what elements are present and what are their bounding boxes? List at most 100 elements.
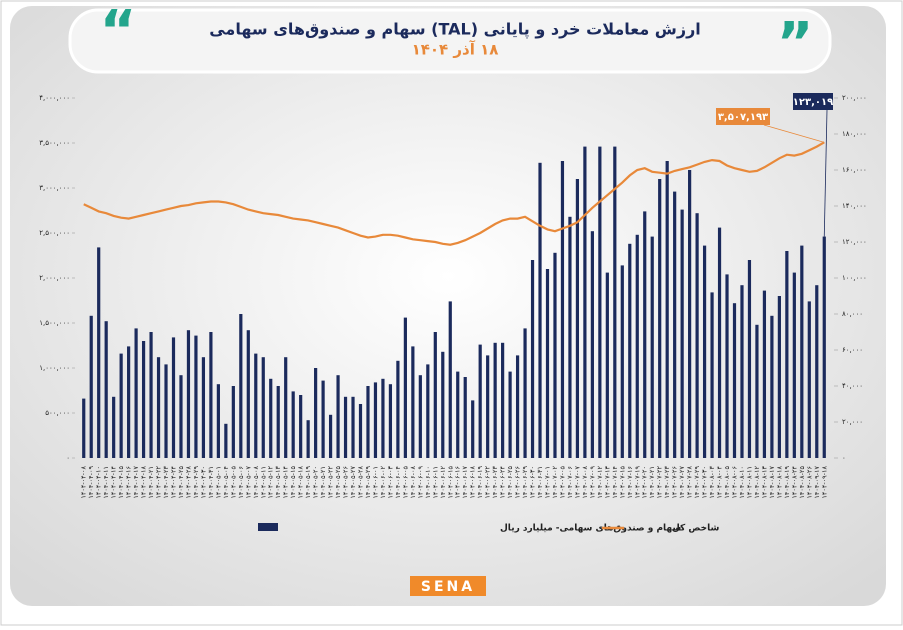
bar xyxy=(141,341,146,458)
x-tick-label: ۱۴۰۴-۰۸-۱۳ xyxy=(760,465,768,498)
x-tick-label: ۱۴۰۴-۰۸-۱۲ xyxy=(753,465,761,498)
bar xyxy=(792,272,796,458)
bar xyxy=(800,245,804,458)
x-tick-label: ۱۴۰۴-۰۷-۲۰ xyxy=(641,466,649,499)
x-tick-label: ۱۴۰۴-۰۵-۱۵ xyxy=(289,465,297,498)
x-tick-label: ۱۴۰۴-۰۴-۱۰ xyxy=(95,466,103,499)
x-tick-label: ۱۴۰۴-۰۵-۱۲ xyxy=(267,465,275,498)
bar xyxy=(373,382,378,458)
x-tick-label: ۱۴۰۴-۰۷-۲۹ xyxy=(693,465,701,498)
title-box xyxy=(68,8,832,74)
x-tick-label: ۱۴۰۴-۰۶-۳۱ xyxy=(536,466,544,499)
bar xyxy=(501,342,505,458)
bar xyxy=(508,371,512,458)
bar xyxy=(269,378,273,458)
x-tick-label: ۱۴۰۴-۰۷-۰۸ xyxy=(581,465,589,498)
bar xyxy=(785,251,789,458)
bar xyxy=(261,357,265,458)
x-tick-label: ۱۴۰۴-۰۷-۲۷ xyxy=(678,465,686,498)
bar xyxy=(284,357,288,458)
y-tick-label: ۲,۰۰۰,۰۰۰ xyxy=(39,274,70,282)
x-tick-label: ۱۴۰۴-۰۷-۱۳ xyxy=(603,465,611,498)
bar xyxy=(134,328,138,458)
x-tick-label: ۱۴۰۴-۰۷-۰۱ xyxy=(544,466,552,499)
value-label-box xyxy=(716,108,770,125)
x-tick-label: ۱۴۰۴-۰۵-۲۰ xyxy=(312,466,320,499)
x-tick-label: ۱۴۰۴-۰۸-۰۵ xyxy=(723,465,731,498)
y2-tick-label: ۱۶۰,۰۰۰ xyxy=(842,166,867,174)
x-tick-label: ۱۴۰۴-۰۵-۲۷ xyxy=(349,465,357,498)
x-tick-label: ۱۴۰۴-۰۵-۲۹ xyxy=(364,465,372,498)
x-tick-label: ۱۴۰۴-۰۴-۱۶ xyxy=(125,466,133,499)
bar xyxy=(156,357,161,458)
x-tick-label: ۱۴۰۴-۰۶-۱۷ xyxy=(461,465,469,498)
x-tick-label: ۱۴۰۴-۰۶-۲۵ xyxy=(506,465,514,498)
bar xyxy=(381,378,385,458)
x-tick-label: ۱۴۰۴-۰۴-۳۱ xyxy=(207,466,215,499)
x-tick-label: ۱۴۰۴-۰۴-۰۹ xyxy=(87,465,95,498)
y2-tick-label: ۴۰,۰۰۰ xyxy=(842,382,863,390)
y-tick-label: ۴,۰۰۰,۰۰۰ xyxy=(39,94,70,102)
y-tick-label: ۱,۵۰۰,۰۰۰ xyxy=(39,319,70,327)
bar xyxy=(112,396,116,458)
bar xyxy=(717,227,722,458)
y2-tick-label: ۲۰۰,۰۰۰ xyxy=(842,94,867,102)
x-tick-label: ۱۴۰۴-۰۴-۱۴ xyxy=(110,465,118,498)
bar xyxy=(231,386,235,458)
bar xyxy=(433,332,437,458)
bar xyxy=(702,245,707,458)
y-tick-label: ۳,۵۰۰,۰۰۰ xyxy=(39,139,70,147)
bar xyxy=(553,252,557,458)
bar xyxy=(710,292,714,458)
x-tick-label: ۱۴۰۴-۰۸-۱۷ xyxy=(768,465,776,498)
bar xyxy=(463,377,467,458)
bar xyxy=(254,353,258,458)
bar xyxy=(665,161,669,458)
bar xyxy=(530,260,535,458)
y2-tick-label: ۶۰,۰۰۰ xyxy=(842,346,863,354)
bar xyxy=(635,234,639,458)
x-tick-label: ۱۴۰۴-۰۵-۱۸ xyxy=(297,465,305,498)
bar xyxy=(186,330,191,458)
x-tick-label: ۱۴۰۴-۰۴-۱۱ xyxy=(102,466,110,499)
x-tick-label: ۱۴۰۴-۰۶-۱۲ xyxy=(439,465,447,498)
y-tick-label: ۵۰۰,۰۰۰ xyxy=(45,409,70,417)
bar xyxy=(658,179,662,458)
x-tick-label: ۱۴۰۴-۰۸-۰۳ xyxy=(708,465,716,498)
bar xyxy=(336,375,340,458)
x-tick-label: ۱۴۰۴-۰۸-۲۶ xyxy=(805,466,813,499)
x-tick-label: ۱۴۰۴-۰۴-۲۵ xyxy=(177,465,185,498)
bar xyxy=(762,290,767,458)
bar xyxy=(358,404,363,458)
x-tick-label: ۱۴۰۴-۰۵-۰۵ xyxy=(229,465,237,498)
bar xyxy=(538,162,542,459)
x-tick-label: ۱۴۰۴-۰۴-۲۹ xyxy=(192,465,200,498)
bar xyxy=(388,384,393,458)
line xyxy=(83,141,825,246)
x-tick-label: ۱۴۰۴-۰۷-۲۸ xyxy=(686,465,694,498)
logo: SENA xyxy=(421,579,475,595)
x-tick-label: ۱۴۰۴-۰۶-۰۱ xyxy=(371,466,379,499)
bar xyxy=(149,332,153,458)
bar xyxy=(403,317,407,458)
label-leader xyxy=(763,124,825,143)
x-tick-label: ۱۴۰۴-۰۷-۳۰ xyxy=(701,466,709,499)
x-tick-label: ۱۴۰۴-۰۴-۲۴ xyxy=(170,465,178,498)
x-tick-label: ۱۴۰۴-۰۷-۱۲ xyxy=(596,465,604,498)
x-tick-label: ۱۴۰۴-۰۵-۰۸ xyxy=(252,465,260,498)
x-tick-label: ۱۴۰۴-۰۵-۲۵ xyxy=(334,465,342,498)
y-tick-label: ۳,۰۰۰,۰۰۰ xyxy=(39,184,70,192)
x-tick-label: ۱۴۰۴-۰۷-۱۶ xyxy=(626,466,634,499)
value-label: ۳,۵۰۷,۱۹۳ xyxy=(718,112,768,123)
bar xyxy=(478,344,482,458)
bar xyxy=(807,301,811,458)
bar xyxy=(441,351,445,458)
bar xyxy=(486,355,490,458)
x-tick-label: ۱۴۰۴-۰۷-۲۲ xyxy=(656,465,664,498)
bar xyxy=(343,396,348,458)
x-tick-label: ۱۴۰۴-۰۸-۰۶ xyxy=(731,466,739,499)
x-tick-label: ۱۴۰۴-۰۵-۱۴ xyxy=(282,465,290,498)
bar xyxy=(732,303,737,458)
value-label-box xyxy=(793,93,833,110)
quote-right: ” xyxy=(777,11,814,76)
